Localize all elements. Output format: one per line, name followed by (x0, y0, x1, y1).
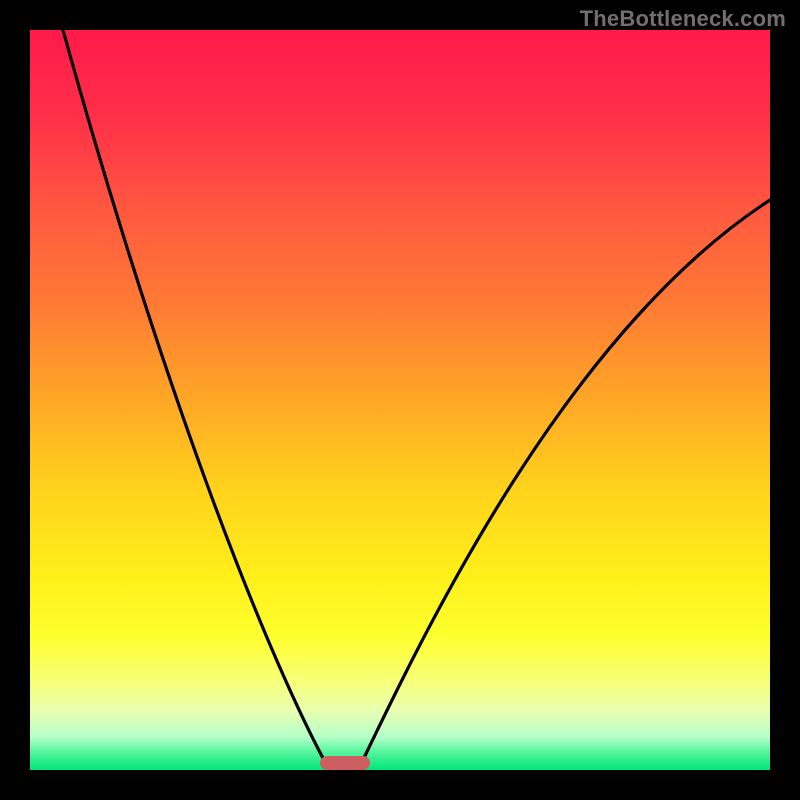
optimal-marker (320, 756, 370, 770)
chart-container: TheBottleneck.com (0, 0, 800, 800)
watermark-text: TheBottleneck.com (580, 6, 786, 32)
chart-background (30, 30, 770, 770)
bottleneck-chart (0, 0, 800, 800)
